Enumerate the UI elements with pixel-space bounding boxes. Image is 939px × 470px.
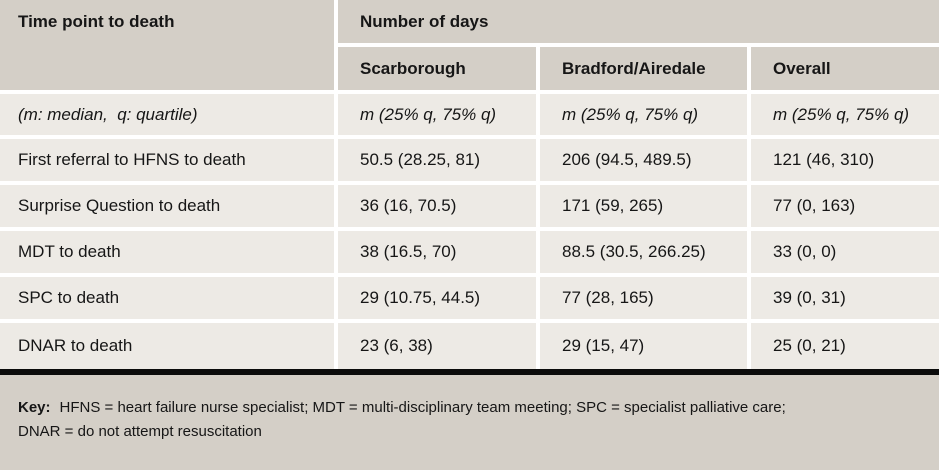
table-cell: 121 (46, 310)	[751, 139, 939, 181]
table-cell: 50.5 (28.25, 81)	[338, 139, 536, 181]
key-line-2: DNAR = do not attempt resuscitation	[18, 423, 262, 440]
column-header-time-point: Time point to death	[0, 0, 334, 90]
key-label: Key:	[18, 399, 51, 416]
row-label-first-referral: First referral to HFNS to death	[0, 139, 334, 181]
group-header-label: Number of days	[360, 11, 489, 31]
table-cell: 206 (94.5, 489.5)	[540, 139, 747, 181]
table-cell: 29 (10.75, 44.5)	[338, 277, 536, 319]
table-cell: 39 (0, 31)	[751, 277, 939, 319]
table-cell: 38 (16.5, 70)	[338, 231, 536, 273]
unit-row-value: m (25% q, 75% q)	[338, 94, 536, 135]
column-header-overall: Overall	[751, 47, 939, 90]
key-line-1: Key: HFNS = heart failure nurse specialis…	[18, 396, 921, 420]
column-header-scarborough: Scarborough	[338, 47, 536, 90]
table-key: Key: HFNS = heart failure nurse specialis…	[0, 375, 939, 470]
row-label-mdt: MDT to death	[0, 231, 334, 273]
table-cell: 23 (6, 38)	[338, 323, 536, 369]
unit-row-value: m (25% q, 75% q)	[751, 94, 939, 135]
table-cell: 33 (0, 0)	[751, 231, 939, 273]
table-cell: 25 (0, 21)	[751, 323, 939, 369]
table-footer-divider	[0, 369, 939, 375]
table-cell: 171 (59, 265)	[540, 185, 747, 227]
timepoint-table: Time point to death Number of days Scarb…	[0, 0, 939, 369]
table-cell: 36 (16, 70.5)	[338, 185, 536, 227]
key-line-1-text: HFNS = heart failure nurse specialist; M…	[59, 399, 786, 416]
table-cell: 77 (0, 163)	[751, 185, 939, 227]
group-header-number-of-days: Number of days	[338, 0, 939, 43]
table-cell: 77 (28, 165)	[540, 277, 747, 319]
column-header-bradford-airedale: Bradford/Airedale	[540, 47, 747, 90]
row-label-surprise-question: Surprise Question to death	[0, 185, 334, 227]
row-label-spc: SPC to death	[0, 277, 334, 319]
unit-row-value: m (25% q, 75% q)	[540, 94, 747, 135]
table-cell: 29 (15, 47)	[540, 323, 747, 369]
column-header-time-point-label: Time point to death	[18, 12, 175, 31]
row-label-dnar: DNAR to death	[0, 323, 334, 369]
table-cell: 88.5 (30.5, 266.25)	[540, 231, 747, 273]
unit-row-label: (m: median, q: quartile)	[0, 94, 334, 135]
